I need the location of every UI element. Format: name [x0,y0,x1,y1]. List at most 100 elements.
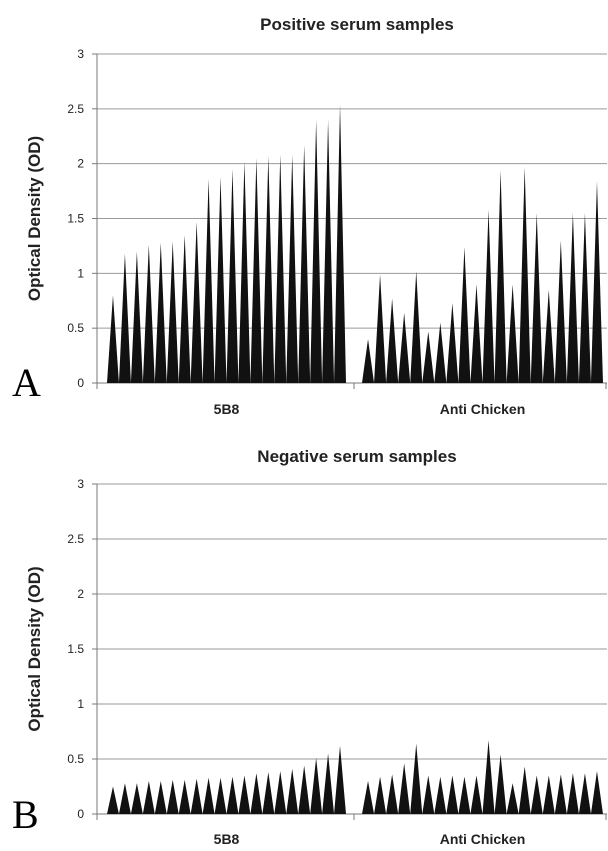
chart2-y-tick-label: 1 [77,697,84,711]
chart1-series2-point [554,240,567,383]
chart1-y-tick-label: 0 [77,376,84,390]
chart1-series2-point [470,284,483,383]
chart2-y-tick-label: 0 [77,807,84,821]
chart2-series1-point [130,783,143,814]
chart2-y-tick-label: 2.5 [67,532,84,546]
chart2-series1-point [107,786,119,814]
chart1-series1-point [238,161,251,383]
chart1-series2-point [362,339,375,383]
chart1-panel-label: A [12,360,41,405]
chart1-y-tick-label: 1.5 [67,212,84,226]
chart2-y-tick-label: 2 [77,587,84,601]
chart1-series2-point [506,284,519,383]
chart2-y-tick-label: 3 [77,477,84,491]
chart1-series2-point [398,312,411,383]
chart2-series2-point [518,766,531,814]
chart1-series2-point [518,166,531,383]
chart1-series1-point [107,295,119,383]
chart2-series1-point [166,779,179,814]
chart1-series2-point [410,271,423,383]
chart2-title: Negative serum samples [257,447,456,466]
chart1-series1-point [262,155,275,383]
chart2-series2-point [446,775,459,814]
chart1-series1-point [118,253,131,383]
chart2-series2-point [422,775,435,814]
chart1-series2-point [530,213,543,383]
chart1-series1-point [226,169,239,383]
chart2-category-label: 5B8 [214,831,240,847]
chart2-series2-point [470,775,483,814]
chart2-series2-point [434,776,447,814]
chart2-y-axis-label: Optical Density (OD) [25,566,44,731]
chart1-series2-point [374,274,387,383]
chart1-series1-point [310,119,323,384]
chart1-series1-point [202,179,215,383]
chart2-series2-point [494,754,507,814]
chart2-series1-point [178,779,191,814]
chart1-y-tick-label: 1 [77,266,84,280]
chart1-series2-point [494,170,507,383]
chart1-series1-point [190,221,203,383]
chart2-series1-point [250,773,263,814]
chart1-title: Positive serum samples [260,15,454,34]
chart2-series1-point [190,778,203,814]
chart1-series2-point [446,302,459,383]
chart2-series1-point [334,745,346,814]
chart1-series1-point [154,242,167,383]
chart2-series1-point [298,765,311,814]
chart1-series2-point [590,181,603,383]
chart2-series1-point [310,757,323,814]
chart2-series1-point [154,781,167,814]
chart2-y-tick-label: 0.5 [67,752,84,766]
chart1-series1-point [178,234,191,383]
chart1-series2-point [566,213,579,383]
chart2-series2-point [566,773,579,814]
chart1-y-axis-label: Optical Density (OD) [25,136,44,301]
chart1-category-label: Anti Chicken [440,401,526,417]
chart1-series2-point [542,289,555,383]
chart2-series2-point [458,776,471,814]
chart2-series2-point [374,776,387,814]
chart1-series1-point [286,154,299,383]
chart1-series1-point [334,104,346,384]
chart2-series1-point [238,775,251,814]
chart2-series2-point [590,771,603,814]
chart2-series2-point [554,774,567,814]
chart2-series1-point [226,776,239,814]
chart2-series1-point [286,768,299,814]
chart1-series2-point [386,298,399,383]
chart1-series2-point [482,209,495,383]
chart1-category-label: 5B8 [214,401,240,417]
chart1-series2-point [422,331,435,383]
chart2-panel-label: B [12,792,39,837]
chart1-series2-point [578,213,591,383]
chart1-y-tick-label: 0.5 [67,321,84,335]
chart2-series1-point [262,772,275,814]
chart2-series1-point [142,781,155,814]
chart2-series2-point [362,781,375,814]
chart2-series1-point [214,777,227,814]
chart2-series2-point [482,740,495,814]
chart1-y-tick-label: 2 [77,157,84,171]
chart1-series1-point [214,176,227,383]
chart1-series1-point [130,251,143,383]
chart2-series2-point [398,763,411,814]
chart2-series2-point [542,775,555,814]
chart1-y-tick-label: 3 [77,47,84,61]
chart1-series1-point [298,145,311,383]
chart2-series1-point [322,753,335,814]
chart2-category-label: Anti Chicken [440,831,526,847]
chart1-series1-point [250,158,263,383]
chart2-series2-point [410,743,423,814]
chart1-series1-point [322,119,335,384]
chart2-series2-point [530,775,543,814]
chart2-y-tick-label: 1.5 [67,642,84,656]
chart1-series1-point [166,241,179,383]
chart2-series1-point [118,783,131,814]
chart2-series2-point [386,774,399,814]
chart1-series1-point [274,154,287,383]
chart2-series2-point [506,783,519,814]
chart2-series1-point [274,771,287,814]
chart2-series1-point [202,777,215,814]
